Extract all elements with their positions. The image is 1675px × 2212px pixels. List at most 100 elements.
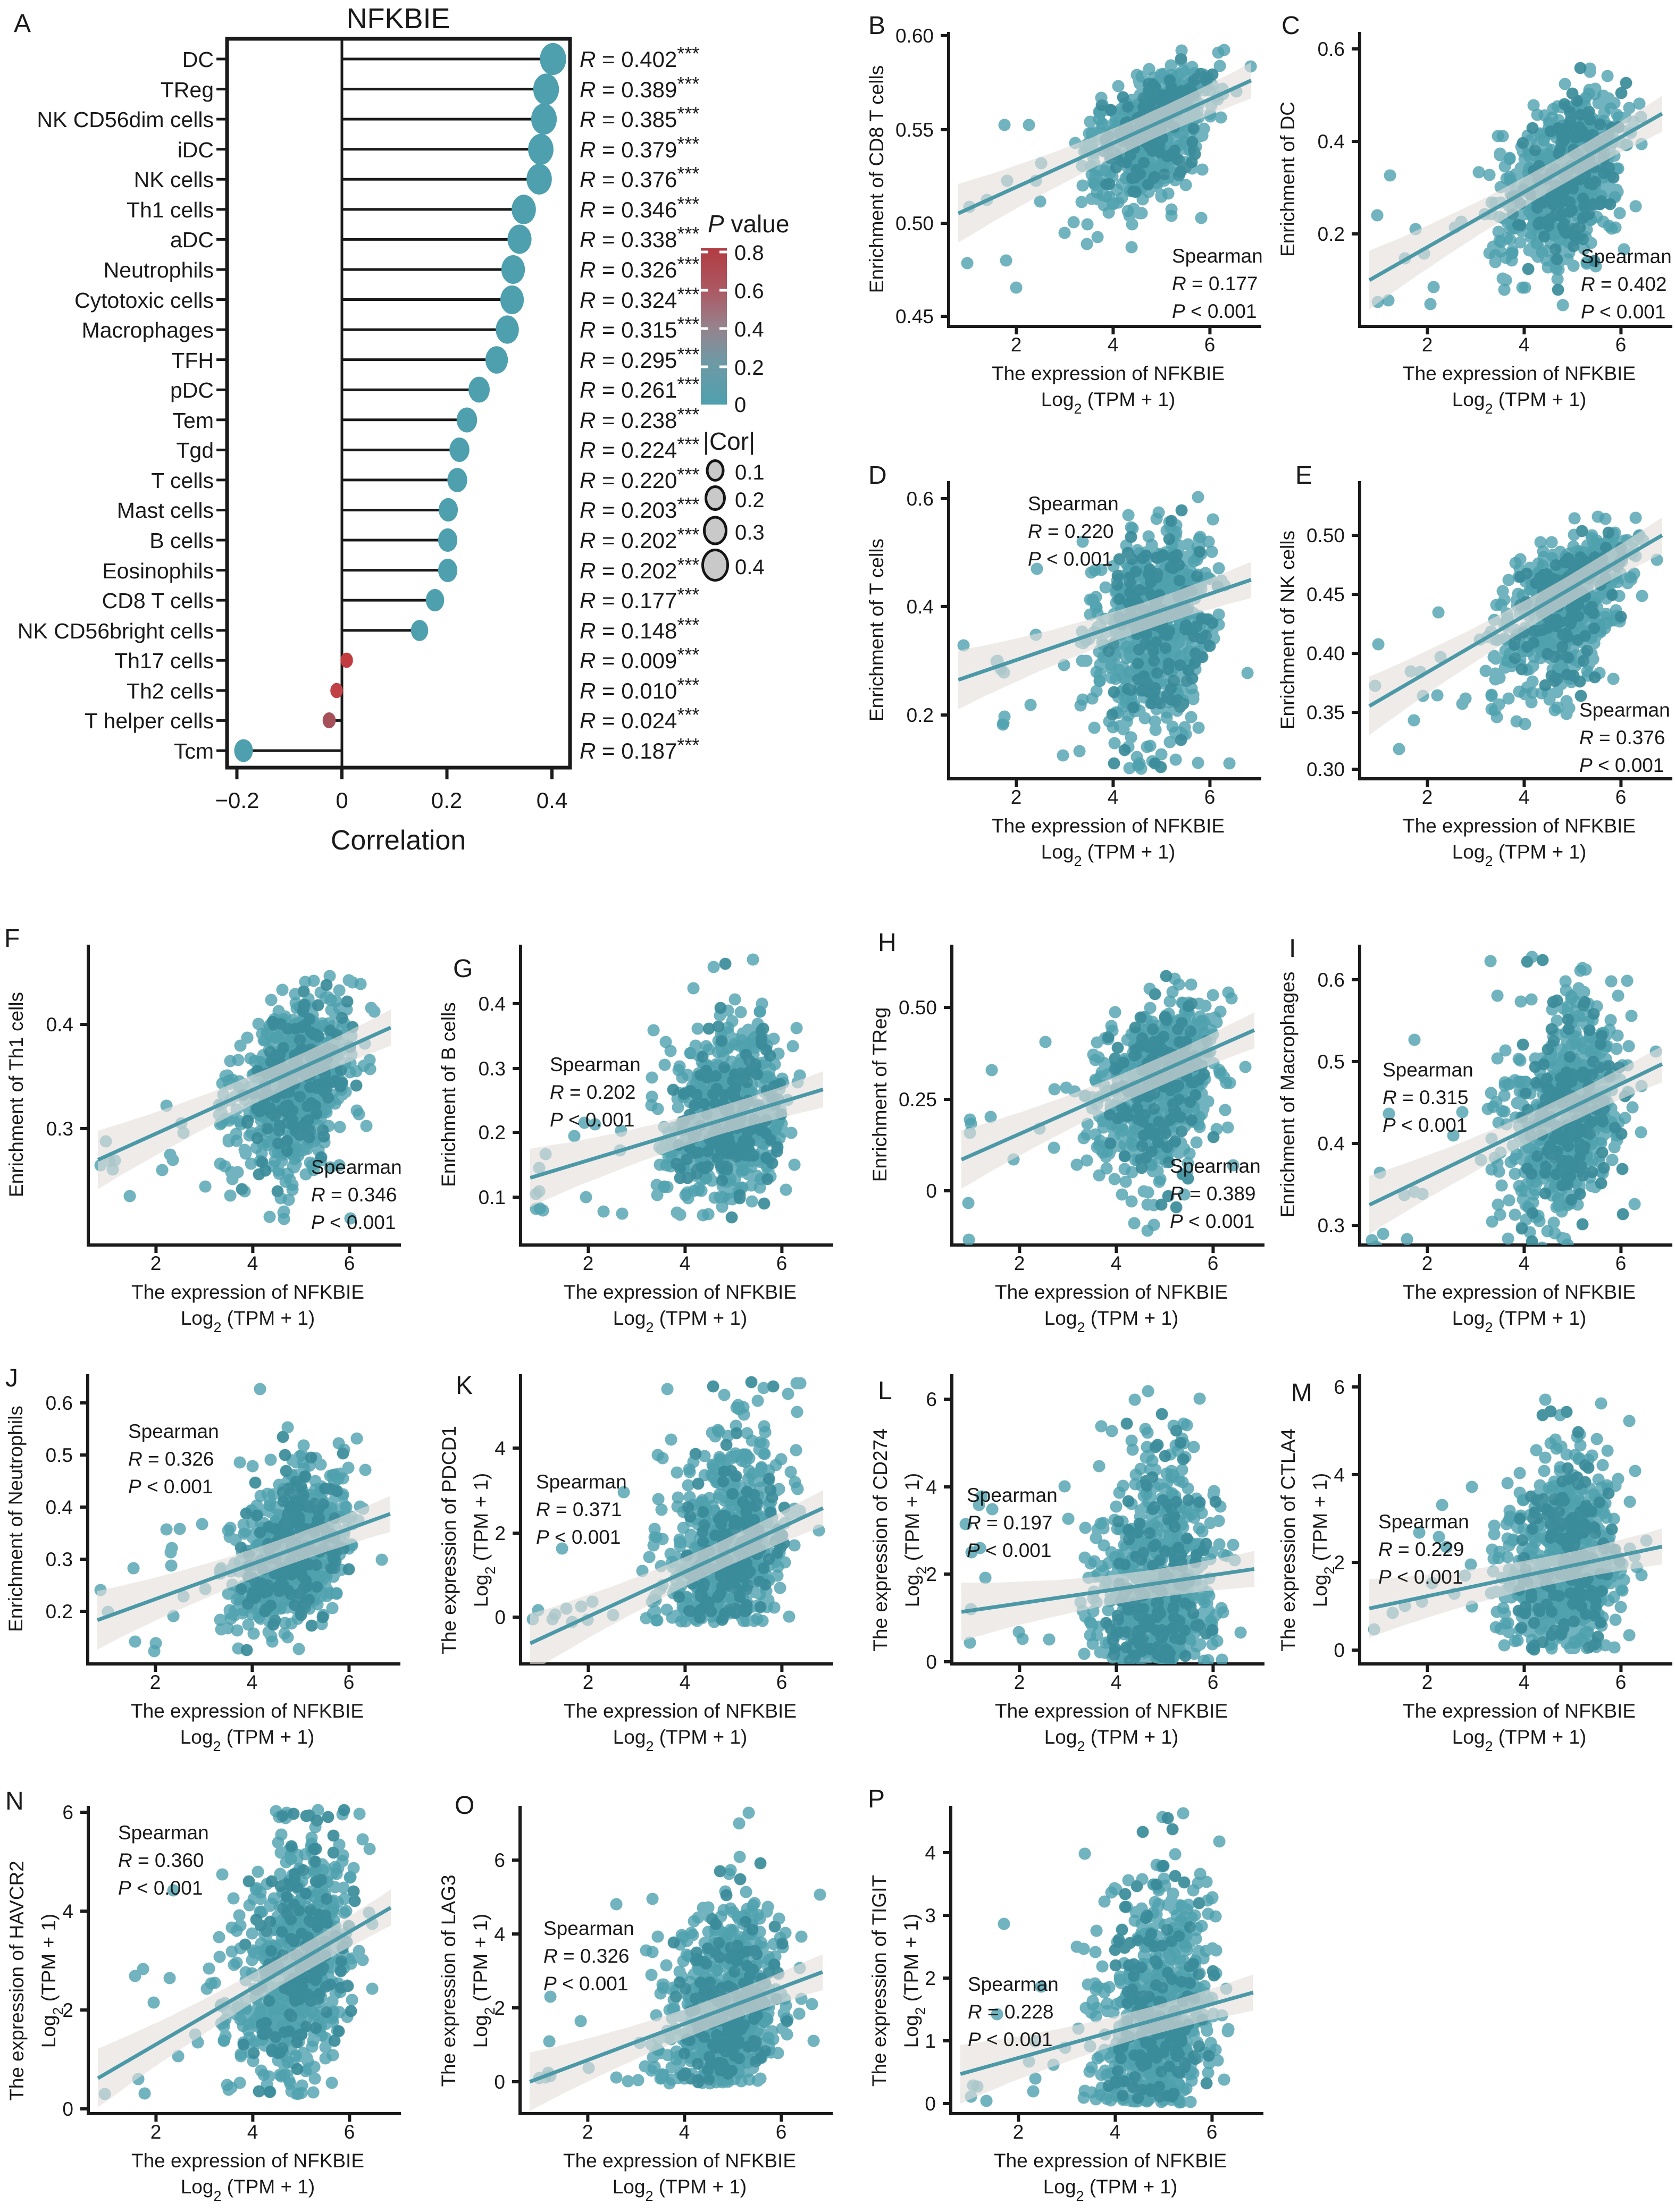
svg-text:R = 0.197: R = 0.197	[967, 1512, 1053, 1534]
svg-text:R = 0.187***: R = 0.187***	[580, 734, 699, 763]
svg-text:Spearman: Spearman	[1170, 1155, 1261, 1177]
svg-text:Log2 (TPM + 1): Log2 (TPM + 1)	[900, 1914, 928, 2048]
svg-text:R = 0.177: R = 0.177	[1172, 273, 1258, 295]
svg-text:Spearman: Spearman	[550, 1054, 641, 1075]
svg-text:C: C	[1282, 12, 1300, 40]
svg-text:P < 0.001: P < 0.001	[1170, 1210, 1254, 1232]
svg-text:Spearman: Spearman	[1383, 1059, 1473, 1081]
svg-text:Log2 (TPM + 1): Log2 (TPM + 1)	[613, 1307, 748, 1335]
svg-text:4: 4	[1111, 1671, 1122, 1693]
svg-text:2: 2	[150, 2121, 162, 2143]
svg-text:0.2: 0.2	[46, 1601, 73, 1622]
svg-text:H: H	[878, 929, 897, 957]
svg-text:P: P	[868, 1785, 885, 1813]
svg-text:R = 0.009***: R = 0.009***	[580, 644, 699, 673]
svg-text:4: 4	[1519, 786, 1530, 808]
svg-text:6: 6	[1208, 1252, 1219, 1274]
svg-text:0.1: 0.1	[735, 461, 765, 484]
svg-text:0.4: 0.4	[734, 318, 764, 341]
svg-text:The expression of NFKBIE: The expression of NFKBIE	[995, 1281, 1228, 1303]
svg-text:Spearman: Spearman	[536, 1471, 627, 1493]
svg-text:0: 0	[336, 788, 348, 813]
svg-text:2: 2	[1014, 1671, 1025, 1693]
svg-text:R = 0.228: R = 0.228	[968, 2001, 1054, 2023]
svg-text:P < 0.001: P < 0.001	[128, 1476, 213, 1498]
svg-text:The expression of NFKBIE: The expression of NFKBIE	[131, 2150, 364, 2172]
svg-text:R = 0.402: R = 0.402	[1581, 273, 1667, 295]
svg-text:0.40: 0.40	[1306, 643, 1345, 665]
svg-text:2: 2	[1014, 1252, 1025, 1274]
svg-text:Enrichment of TReg: Enrichment of TReg	[869, 1007, 891, 1182]
svg-text:R = 0.326: R = 0.326	[543, 1945, 630, 1967]
svg-text:6: 6	[344, 2121, 355, 2143]
svg-text:P < 0.001: P < 0.001	[1383, 1114, 1467, 1136]
svg-text:0.6: 0.6	[1318, 38, 1345, 60]
svg-text:4: 4	[247, 1252, 258, 1274]
svg-text:Tcm: Tcm	[174, 739, 214, 763]
svg-text:P value: P value	[708, 210, 789, 238]
svg-text:The expression of HAVCR2: The expression of HAVCR2	[6, 1861, 28, 2101]
svg-text:6: 6	[926, 1389, 937, 1410]
svg-text:The expression of NFKBIE: The expression of NFKBIE	[1403, 363, 1636, 384]
svg-text:6: 6	[776, 2121, 787, 2143]
svg-text:6: 6	[1204, 786, 1216, 808]
svg-text:0.6: 0.6	[1318, 969, 1345, 991]
svg-text:P < 0.001: P < 0.001	[311, 1212, 396, 1233]
svg-text:0.2: 0.2	[734, 356, 764, 380]
svg-text:4: 4	[1110, 2121, 1121, 2143]
svg-text:4: 4	[680, 1252, 691, 1274]
svg-text:6: 6	[1615, 786, 1627, 808]
svg-text:0.4: 0.4	[735, 556, 765, 579]
svg-text:0.2: 0.2	[1318, 223, 1345, 245]
svg-text:R = 0.261***: R = 0.261***	[580, 373, 699, 402]
svg-text:0: 0	[495, 1607, 506, 1628]
svg-text:The expression of LAG3: The expression of LAG3	[438, 1875, 459, 2087]
svg-text:The expression of NFKBIE: The expression of NFKBIE	[995, 1700, 1228, 1722]
svg-text:Cytotoxic cells: Cytotoxic cells	[74, 288, 214, 313]
svg-text:B cells: B cells	[149, 528, 214, 553]
svg-text:0.55: 0.55	[895, 119, 934, 141]
svg-text:Enrichment of CD8 T cells: Enrichment of CD8 T cells	[866, 65, 887, 293]
svg-text:R = 0.360: R = 0.360	[118, 1849, 204, 1871]
svg-text:2: 2	[1013, 2121, 1024, 2143]
svg-text:2: 2	[1011, 786, 1022, 808]
svg-text:The expression of TIGIT: The expression of TIGIT	[868, 1875, 890, 2087]
svg-text:4: 4	[926, 1476, 937, 1498]
svg-text:2: 2	[494, 1997, 505, 2019]
svg-text:0.4: 0.4	[46, 1496, 73, 1518]
svg-text:2: 2	[1422, 1671, 1433, 1693]
svg-text:2: 2	[1422, 1252, 1433, 1274]
svg-text:0.3: 0.3	[735, 521, 765, 544]
svg-text:Log2 (TPM + 1): Log2 (TPM + 1)	[901, 1473, 929, 1608]
svg-text:G: G	[453, 955, 473, 983]
svg-text:P < 0.001: P < 0.001	[543, 1973, 628, 1995]
svg-text:The expression of NFKBIE: The expression of NFKBIE	[564, 1700, 797, 1722]
svg-text:Spearman: Spearman	[1579, 699, 1670, 721]
svg-text:P < 0.001: P < 0.001	[1028, 548, 1112, 570]
svg-text:0.8: 0.8	[734, 241, 764, 265]
svg-text:0.6: 0.6	[907, 488, 934, 510]
svg-text:4: 4	[1108, 334, 1119, 356]
svg-text:The expression of NFKBIE: The expression of NFKBIE	[994, 2150, 1227, 2172]
svg-text:0.50: 0.50	[899, 997, 937, 1019]
svg-text:R = 0.376: R = 0.376	[1579, 727, 1665, 748]
svg-text:P < 0.001: P < 0.001	[536, 1526, 621, 1548]
svg-text:6: 6	[494, 1849, 505, 1871]
svg-text:2: 2	[583, 1671, 594, 1693]
svg-text:The expression of NFKBIE: The expression of NFKBIE	[1403, 1700, 1636, 1722]
svg-text:Spearman: Spearman	[968, 1973, 1059, 1995]
svg-text:T helper cells: T helper cells	[85, 709, 214, 733]
svg-text:D: D	[868, 461, 887, 490]
svg-text:Enrichment of T cells: Enrichment of T cells	[866, 539, 887, 721]
svg-text:0.25: 0.25	[899, 1089, 937, 1111]
svg-text:4: 4	[925, 1842, 936, 1864]
svg-text:Log2 (TPM + 1): Log2 (TPM + 1)	[613, 1726, 748, 1754]
svg-text:Eosinophils: Eosinophils	[102, 559, 214, 583]
svg-text:Log2 (TPM + 1): Log2 (TPM + 1)	[1309, 1473, 1337, 1608]
svg-text:Macrophages: Macrophages	[82, 318, 214, 342]
svg-text:Th2 cells: Th2 cells	[127, 679, 214, 703]
svg-text:R = 0.220***: R = 0.220***	[580, 464, 699, 493]
svg-text:The expression of NFKBIE: The expression of NFKBIE	[1403, 815, 1636, 837]
svg-text:Log2 (TPM + 1): Log2 (TPM + 1)	[181, 1307, 315, 1335]
svg-text:DC: DC	[182, 47, 214, 72]
